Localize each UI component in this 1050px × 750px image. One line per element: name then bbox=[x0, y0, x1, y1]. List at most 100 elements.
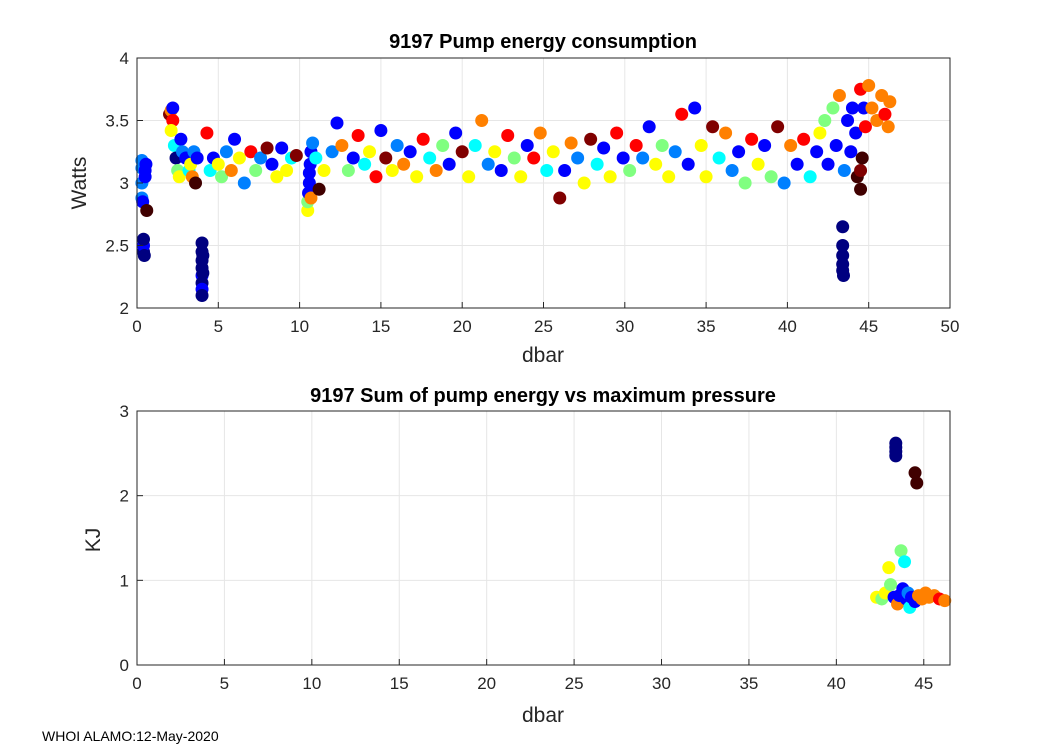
data-point bbox=[881, 120, 895, 134]
data-point bbox=[910, 476, 924, 490]
data-point bbox=[215, 170, 229, 184]
bottom-chart-title: 9197 Sum of pump energy vs maximum press… bbox=[310, 385, 776, 407]
data-point bbox=[826, 101, 840, 115]
data-point bbox=[688, 101, 702, 115]
y-tick-label: 2 bbox=[120, 299, 129, 318]
data-point bbox=[813, 126, 827, 140]
x-tick-label: 20 bbox=[453, 317, 472, 336]
top-chart-title: 9197 Pump energy consumption bbox=[389, 31, 697, 53]
data-point bbox=[190, 151, 204, 165]
x-tick-label: 50 bbox=[941, 317, 960, 336]
data-point bbox=[390, 139, 404, 152]
data-point bbox=[764, 170, 778, 184]
data-point bbox=[325, 145, 339, 159]
data-point bbox=[306, 136, 320, 150]
data-point bbox=[385, 164, 399, 177]
data-point bbox=[228, 132, 242, 146]
y-tick-label: 4 bbox=[120, 49, 129, 68]
bottom-chart: 0 5 10 15 20 25 30 35 40 45 0 1 2 3 9197 Sum of pump … bbox=[82, 385, 952, 727]
data-point bbox=[468, 139, 482, 152]
y-tick-label: 2 bbox=[120, 487, 129, 506]
data-point bbox=[540, 164, 554, 177]
top-points bbox=[135, 79, 897, 302]
data-point bbox=[751, 157, 765, 171]
data-point bbox=[862, 79, 876, 92]
data-point bbox=[403, 145, 417, 159]
data-point bbox=[237, 176, 251, 190]
data-point bbox=[610, 126, 624, 140]
data-point bbox=[275, 141, 289, 155]
data-point bbox=[166, 101, 180, 115]
data-point bbox=[410, 170, 424, 184]
data-point bbox=[681, 157, 695, 171]
data-point bbox=[379, 151, 393, 165]
data-point bbox=[429, 164, 443, 177]
data-point bbox=[865, 101, 879, 115]
bottom-x-axis-label: dbar bbox=[522, 704, 564, 727]
y-tick-label: 0 bbox=[120, 656, 129, 675]
data-point bbox=[564, 136, 578, 150]
x-tick-label: 25 bbox=[534, 317, 553, 336]
x-tick-label: 0 bbox=[132, 674, 141, 693]
data-point bbox=[577, 176, 591, 190]
data-point bbox=[397, 157, 411, 171]
data-point bbox=[725, 164, 739, 177]
data-point bbox=[603, 170, 617, 184]
data-point bbox=[358, 157, 372, 171]
data-point bbox=[140, 204, 154, 217]
data-point bbox=[844, 145, 858, 159]
data-point bbox=[738, 176, 752, 190]
data-point bbox=[694, 139, 708, 152]
x-tick-label: 45 bbox=[914, 674, 933, 693]
bottom-axes-background bbox=[137, 411, 950, 665]
top-chart: 0 5 10 15 20 25 30 35 40 45 50 2 2.5 3 3.5 4 9197 Pump … bbox=[68, 31, 959, 367]
data-point bbox=[330, 116, 344, 130]
data-point bbox=[898, 555, 912, 569]
data-point bbox=[172, 170, 186, 184]
data-point bbox=[849, 126, 863, 140]
data-point bbox=[858, 120, 872, 134]
data-point bbox=[416, 132, 430, 146]
data-point bbox=[442, 157, 456, 171]
data-point bbox=[803, 170, 817, 184]
data-point bbox=[938, 594, 952, 608]
data-point bbox=[254, 151, 268, 165]
data-point bbox=[884, 578, 898, 592]
x-tick-label: 5 bbox=[214, 317, 223, 336]
data-point bbox=[597, 141, 611, 155]
data-point bbox=[546, 145, 560, 159]
data-point bbox=[289, 149, 303, 162]
data-point bbox=[855, 151, 869, 165]
data-point bbox=[189, 176, 203, 190]
data-point bbox=[312, 182, 326, 196]
data-point bbox=[341, 164, 355, 177]
x-tick-label: 40 bbox=[778, 317, 797, 336]
data-point bbox=[832, 89, 846, 102]
data-point bbox=[854, 164, 868, 177]
x-tick-label: 15 bbox=[371, 317, 390, 336]
data-point bbox=[821, 157, 835, 171]
data-point bbox=[712, 151, 726, 165]
data-point bbox=[475, 114, 489, 127]
x-tick-label: 45 bbox=[859, 317, 878, 336]
x-tick-label: 35 bbox=[739, 674, 758, 693]
data-point bbox=[745, 132, 759, 146]
x-tick-label: 30 bbox=[652, 674, 671, 693]
data-point bbox=[616, 151, 630, 165]
data-point bbox=[488, 145, 502, 159]
data-point bbox=[894, 544, 908, 558]
data-point bbox=[436, 139, 450, 152]
data-point bbox=[719, 126, 733, 140]
data-point bbox=[784, 139, 798, 152]
data-point bbox=[200, 126, 214, 140]
data-point bbox=[790, 157, 804, 171]
data-point bbox=[304, 191, 318, 205]
data-point bbox=[584, 132, 598, 146]
data-point bbox=[882, 561, 896, 575]
data-point bbox=[507, 151, 521, 165]
data-point bbox=[889, 449, 903, 463]
data-point bbox=[351, 129, 365, 142]
data-point bbox=[462, 170, 476, 184]
data-point bbox=[590, 157, 604, 171]
